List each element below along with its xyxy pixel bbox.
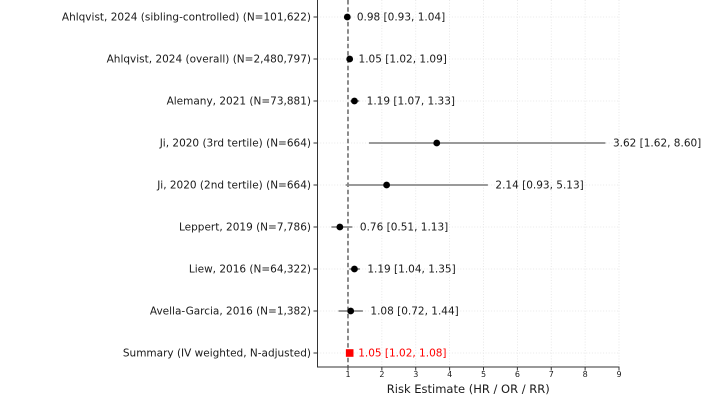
x-tick-label: 6 bbox=[515, 370, 520, 379]
estimate-annotation: 1.19 [1.07, 1.33] bbox=[367, 96, 455, 108]
forest-row: Avella-Garcia, 2016 (N=1,382) 1.08 [0.72,… bbox=[150, 306, 459, 318]
forest-row: Ji, 2020 (3rd tertile) (N=664) 3.62 [1.62… bbox=[159, 138, 702, 150]
forest-row: Liew, 2016 (N=64,322) 1.19 [1.04, 1.35] bbox=[189, 264, 456, 276]
x-tick-label: 1 bbox=[345, 370, 350, 379]
study-label: Ahlqvist, 2024 (sibling-controlled) (N=1… bbox=[62, 12, 311, 24]
forest-row-summary: Summary (IV weighted, N-adjusted) 1.05 [1… bbox=[123, 348, 447, 360]
estimate-point bbox=[383, 181, 391, 189]
forest-row: Ahlqvist, 2024 (sibling-controlled) (N=1… bbox=[62, 12, 445, 24]
forest-row: Alemany, 2021 (N=73,881) 1.19 [1.07, 1.33… bbox=[167, 96, 455, 108]
study-label: Liew, 2016 (N=64,322) bbox=[189, 264, 311, 276]
x-axis-label: Risk Estimate (HR / OR / RR) bbox=[387, 382, 550, 396]
x-tick-label: 5 bbox=[481, 370, 486, 379]
x-tick-label: 8 bbox=[583, 370, 588, 379]
estimate-point bbox=[351, 97, 358, 105]
x-tick-label: 3 bbox=[413, 370, 418, 379]
estimate-point bbox=[343, 13, 351, 21]
estimate-annotation: 0.76 [0.51, 1.13] bbox=[360, 222, 448, 234]
estimate-point bbox=[346, 55, 354, 63]
estimate-annotation: 1.19 [1.04, 1.35] bbox=[367, 264, 455, 276]
estimate-point bbox=[433, 139, 441, 147]
study-label: Ji, 2020 (3rd tertile) (N=664) bbox=[159, 138, 311, 150]
study-label: Avella-Garcia, 2016 (N=1,382) bbox=[150, 306, 311, 318]
forest-row: Leppert, 2019 (N=7,786) 0.76 [0.51, 1.13] bbox=[179, 222, 448, 234]
estimate-point bbox=[336, 223, 344, 231]
x-tick-label: 7 bbox=[549, 370, 554, 379]
estimate-point bbox=[351, 265, 358, 273]
summary-point bbox=[345, 349, 354, 357]
study-label: Alemany, 2021 (N=73,881) bbox=[167, 96, 311, 108]
study-label: Summary (IV weighted, N-adjusted) bbox=[123, 348, 311, 360]
estimate-annotation: 0.98 [0.93, 1.04] bbox=[357, 12, 445, 24]
estimate-annotation: 1.05 [1.02, 1.09] bbox=[359, 54, 447, 66]
study-label: Ahlqvist, 2024 (overall) (N=2,480,797) bbox=[107, 54, 311, 66]
estimate-annotation: 1.05 [1.02, 1.08] bbox=[358, 348, 446, 360]
study-label: Ji, 2020 (2nd tertile) (N=664) bbox=[156, 180, 311, 192]
estimate-annotation: 3.62 [1.62, 8.60] bbox=[613, 138, 701, 150]
study-label: Leppert, 2019 (N=7,786) bbox=[179, 222, 311, 234]
forest-row: Ahlqvist, 2024 (overall) (N=2,480,797) 1.… bbox=[107, 54, 447, 66]
estimate-point bbox=[347, 307, 355, 315]
estimate-annotation: 1.08 [0.72, 1.44] bbox=[370, 306, 458, 318]
x-tick-label: 4 bbox=[447, 370, 452, 379]
x-tick-label: 2 bbox=[379, 370, 384, 379]
forest-row: Ji, 2020 (2nd tertile) (N=664) 2.14 [0.93… bbox=[156, 180, 584, 192]
estimate-annotation: 2.14 [0.93, 5.13] bbox=[495, 180, 583, 192]
x-tick-label: 9 bbox=[616, 370, 621, 379]
